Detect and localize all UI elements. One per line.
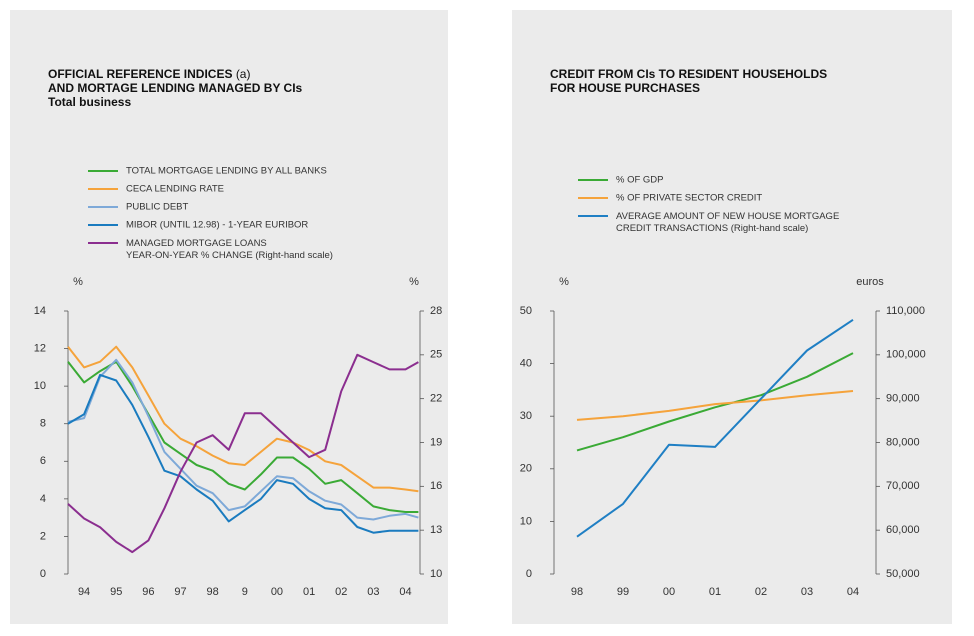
x-tick-label: 9 xyxy=(242,586,248,598)
series-line xyxy=(67,360,419,513)
chart-title: FOR HOUSE PURCHASES xyxy=(550,81,700,95)
y-tick-label: 12 xyxy=(34,342,46,354)
y2-tick-label: 10 xyxy=(430,568,442,580)
y-tick-label: 6 xyxy=(40,455,46,467)
y-axis-label: % xyxy=(73,276,83,288)
x-tick-label: 98 xyxy=(207,586,219,598)
series-line xyxy=(576,352,854,452)
y-tick-label: 2 xyxy=(40,530,46,542)
y-tick-label: 0 xyxy=(40,568,46,580)
x-tick-label: 03 xyxy=(801,586,813,598)
y2-tick-label: 80,000 xyxy=(886,436,920,448)
y-tick-label: 10 xyxy=(520,515,532,527)
y2-tick-label: 16 xyxy=(430,480,442,492)
y-tick-label: 40 xyxy=(520,358,532,370)
chart-title: CREDIT FROM CIs TO RESIDENT HOUSEHOLDS xyxy=(550,67,827,81)
x-tick-label: 02 xyxy=(335,586,347,598)
legend-label: PUBLIC DEBT xyxy=(126,202,188,213)
legend-label: % OF GDP xyxy=(616,175,664,186)
chart-title: Total business xyxy=(48,95,131,109)
x-tick-label: 00 xyxy=(271,586,283,598)
y2-tick-label: 100,000 xyxy=(886,349,926,361)
y-tick-label: 20 xyxy=(520,463,532,475)
y2-tick-label: 90,000 xyxy=(886,393,920,405)
x-tick-label: 95 xyxy=(110,586,122,598)
y2-tick-label: 25 xyxy=(430,349,442,361)
chart-title: AND MORTAGE LENDING MANAGED BY CIs xyxy=(48,81,303,95)
y-tick-label: 0 xyxy=(526,568,532,580)
x-tick-label: 00 xyxy=(663,586,675,598)
series-line xyxy=(67,353,419,554)
legend-label: TOTAL MORTGAGE LENDING BY ALL BANKS xyxy=(126,166,327,177)
y-tick-label: 10 xyxy=(34,380,46,392)
y2-axis-label: euros xyxy=(856,276,884,288)
x-tick-label: 99 xyxy=(617,586,629,598)
series-line xyxy=(576,390,854,421)
x-tick-label: 02 xyxy=(755,586,767,598)
legend-label: AVERAGE AMOUNT OF NEW HOUSE MORTGAGE CRED… xyxy=(616,211,839,234)
x-tick-label: 94 xyxy=(78,586,90,598)
y2-tick-label: 60,000 xyxy=(886,524,920,536)
legend-label: MIBOR (UNTIL 12.98) - 1-YEAR EURIBOR xyxy=(126,220,308,231)
panel xyxy=(512,10,952,624)
y2-tick-label: 13 xyxy=(430,524,442,536)
series-line xyxy=(67,345,419,493)
y2-tick-label: 50,000 xyxy=(886,568,920,580)
y-axis-label: % xyxy=(559,276,569,288)
y2-tick-label: 70,000 xyxy=(886,480,920,492)
y2-tick-label: 22 xyxy=(430,393,442,405)
y2-tick-label: 110,000 xyxy=(886,305,925,317)
y2-axis-label: % xyxy=(409,276,419,288)
y-tick-label: 8 xyxy=(40,418,46,430)
series-line xyxy=(576,318,854,538)
title-note: (a) xyxy=(236,67,251,81)
y-tick-label: 30 xyxy=(520,410,532,422)
x-tick-label: 98 xyxy=(571,586,583,598)
x-tick-label: 01 xyxy=(303,586,315,598)
x-tick-label: 01 xyxy=(709,586,721,598)
y-tick-label: 50 xyxy=(520,305,532,317)
x-tick-label: 04 xyxy=(847,586,859,598)
legend-label: MANAGED MORTGAGE LOANS YEAR-ON-YEAR % CHA… xyxy=(126,238,333,261)
legend-label: CECA LENDING RATE xyxy=(126,184,224,195)
y2-tick-label: 19 xyxy=(430,436,442,448)
legend-label: % OF PRIVATE SECTOR CREDIT xyxy=(616,193,762,204)
y-tick-label: 14 xyxy=(34,305,46,317)
x-tick-label: 97 xyxy=(174,586,186,598)
series-line xyxy=(67,373,419,534)
y2-tick-label: 28 xyxy=(430,305,442,317)
x-tick-label: 03 xyxy=(367,586,379,598)
y-tick-label: 4 xyxy=(40,493,46,505)
x-tick-label: 96 xyxy=(142,586,154,598)
series-line xyxy=(67,358,419,521)
chart-title: OFFICIAL REFERENCE INDICES (a) xyxy=(48,67,250,81)
x-tick-label: 04 xyxy=(399,586,411,598)
